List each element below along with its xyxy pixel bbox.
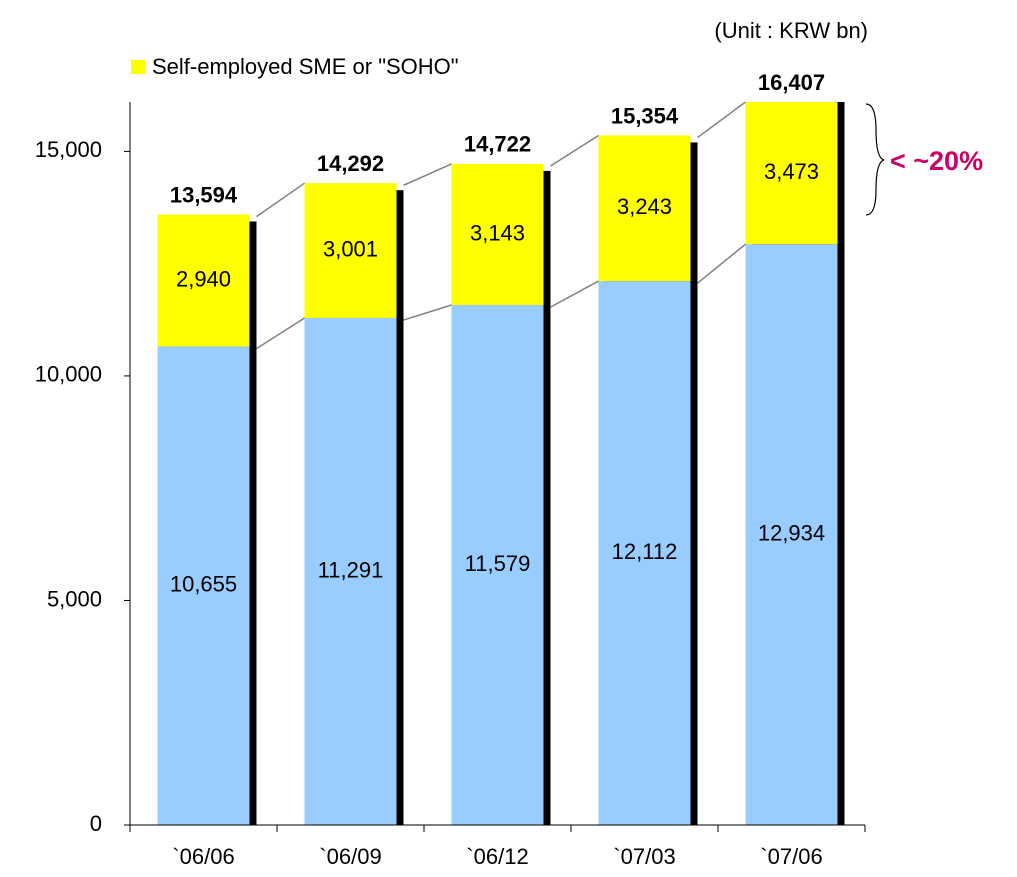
- bar-segment: [157, 346, 250, 825]
- connector: [697, 102, 746, 139]
- plot-area: [157, 102, 845, 826]
- value-label: 3,473: [764, 159, 819, 184]
- bar-segment: [598, 281, 691, 825]
- connector: [550, 280, 599, 308]
- x-tick-label: `07/03: [613, 844, 675, 869]
- connector: [550, 134, 599, 167]
- total-label: 15,354: [611, 103, 679, 128]
- total-label: 14,292: [317, 151, 384, 176]
- x-tick-label: `06/12: [466, 844, 528, 869]
- bar-segment: [304, 317, 397, 825]
- bar-segment: [157, 214, 250, 347]
- total-label: 13,594: [170, 182, 238, 207]
- y-tick-label: 5,000: [47, 586, 102, 611]
- value-label: 10,655: [170, 572, 237, 597]
- value-label: 11,579: [465, 551, 531, 576]
- connector: [697, 243, 746, 284]
- bar-segment: [304, 183, 397, 318]
- value-label: 12,934: [758, 520, 825, 545]
- value-label: 2,940: [176, 266, 231, 291]
- legend-swatch: [131, 60, 145, 74]
- y-tick-label: 10,000: [35, 362, 102, 387]
- bar-segment: [451, 163, 544, 306]
- connector: [256, 182, 305, 218]
- value-label: 3,143: [470, 220, 525, 245]
- bar-segment: [745, 102, 838, 245]
- legend-label: Self-employed SME or "SOHO": [152, 54, 459, 79]
- connector: [403, 163, 452, 186]
- total-label: 14,722: [464, 132, 531, 157]
- x-tick-label: `07/06: [760, 844, 822, 869]
- value-label: 3,001: [323, 236, 378, 261]
- y-tick-label: 0: [90, 811, 102, 836]
- bar-segment: [745, 244, 838, 825]
- bar-segment: [451, 305, 544, 825]
- connector: [256, 317, 305, 350]
- annotation: < ~20%: [890, 146, 983, 176]
- bar-segment: [598, 135, 691, 282]
- connector: [403, 304, 452, 321]
- value-label: 3,243: [617, 194, 672, 219]
- value-label: 12,112: [612, 539, 678, 564]
- x-tick-label: `06/09: [319, 844, 381, 869]
- value-label: 11,291: [318, 557, 384, 582]
- unit-note: (Unit : KRW bn): [714, 18, 868, 43]
- x-tick-label: `06/06: [172, 844, 234, 869]
- bracket: [865, 103, 885, 216]
- total-label: 16,407: [758, 70, 825, 95]
- y-tick-label: 15,000: [35, 137, 102, 162]
